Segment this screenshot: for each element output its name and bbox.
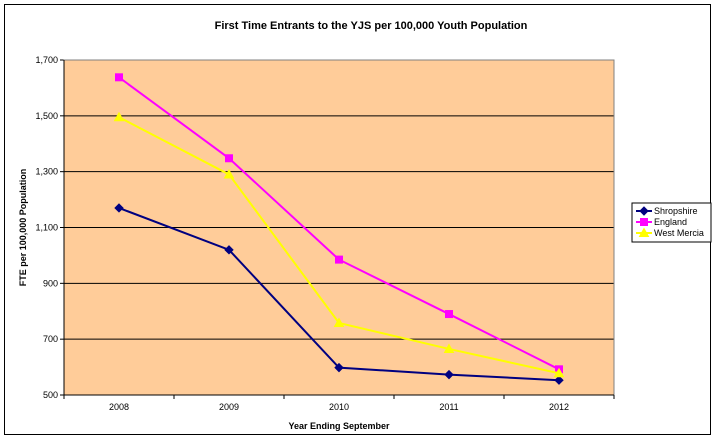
data-point-west-mercia <box>333 317 345 327</box>
data-point-england <box>335 255 343 264</box>
plot-area: 500 700 900 1,100 1,300 1,500 1,700 2008 2009 201… <box>35 55 615 412</box>
x-axis-label: Year Ending September <box>288 421 390 431</box>
data-point-west-mercia <box>553 367 565 378</box>
series-shropshire <box>114 203 564 385</box>
legend-marker-shropshire <box>639 206 649 216</box>
data-point-england <box>225 154 233 163</box>
data-point-england <box>445 310 453 319</box>
y-tick-label: 900 <box>43 278 58 288</box>
y-tick-label: 1,300 <box>35 167 58 177</box>
y-tick-label: 500 <box>43 390 58 400</box>
x-tick-label: 2009 <box>219 402 239 412</box>
legend-label-england: England <box>654 217 687 227</box>
chart-title: First Time Entrants to the YJS per 100,0… <box>215 20 528 32</box>
data-point-shropshire <box>554 375 564 385</box>
y-tick-label: 1,500 <box>35 111 58 121</box>
legend-label-west-mercia: West Mercia <box>654 228 704 238</box>
series-west-mercia <box>113 111 565 378</box>
data-point-west-mercia <box>443 343 455 353</box>
y-tick-label: 700 <box>43 334 58 344</box>
y-tick-label: 1,100 <box>35 223 58 233</box>
x-tick-label: 2010 <box>329 402 349 412</box>
legend-marker-west-mercia <box>638 227 650 237</box>
data-point-shropshire <box>224 245 234 255</box>
data-point-west-mercia <box>223 168 235 179</box>
y-tick-label: 1,700 <box>35 55 58 65</box>
data-point-shropshire <box>444 369 454 380</box>
x-tick-label: 2011 <box>439 402 458 412</box>
data-point-england <box>115 73 123 82</box>
legend-label-shropshire: Shropshire <box>654 206 698 216</box>
legend-marker-england <box>640 218 648 226</box>
data-point-shropshire <box>114 203 124 213</box>
y-axis-label: FTE per 100,000 Population <box>18 169 28 287</box>
x-tick-label: 2012 <box>549 402 569 412</box>
data-point-shropshire <box>334 362 344 373</box>
data-point-west-mercia <box>113 111 125 122</box>
x-tick-label: 2008 <box>109 402 129 412</box>
